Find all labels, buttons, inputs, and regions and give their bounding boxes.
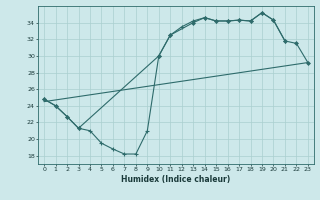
X-axis label: Humidex (Indice chaleur): Humidex (Indice chaleur): [121, 175, 231, 184]
